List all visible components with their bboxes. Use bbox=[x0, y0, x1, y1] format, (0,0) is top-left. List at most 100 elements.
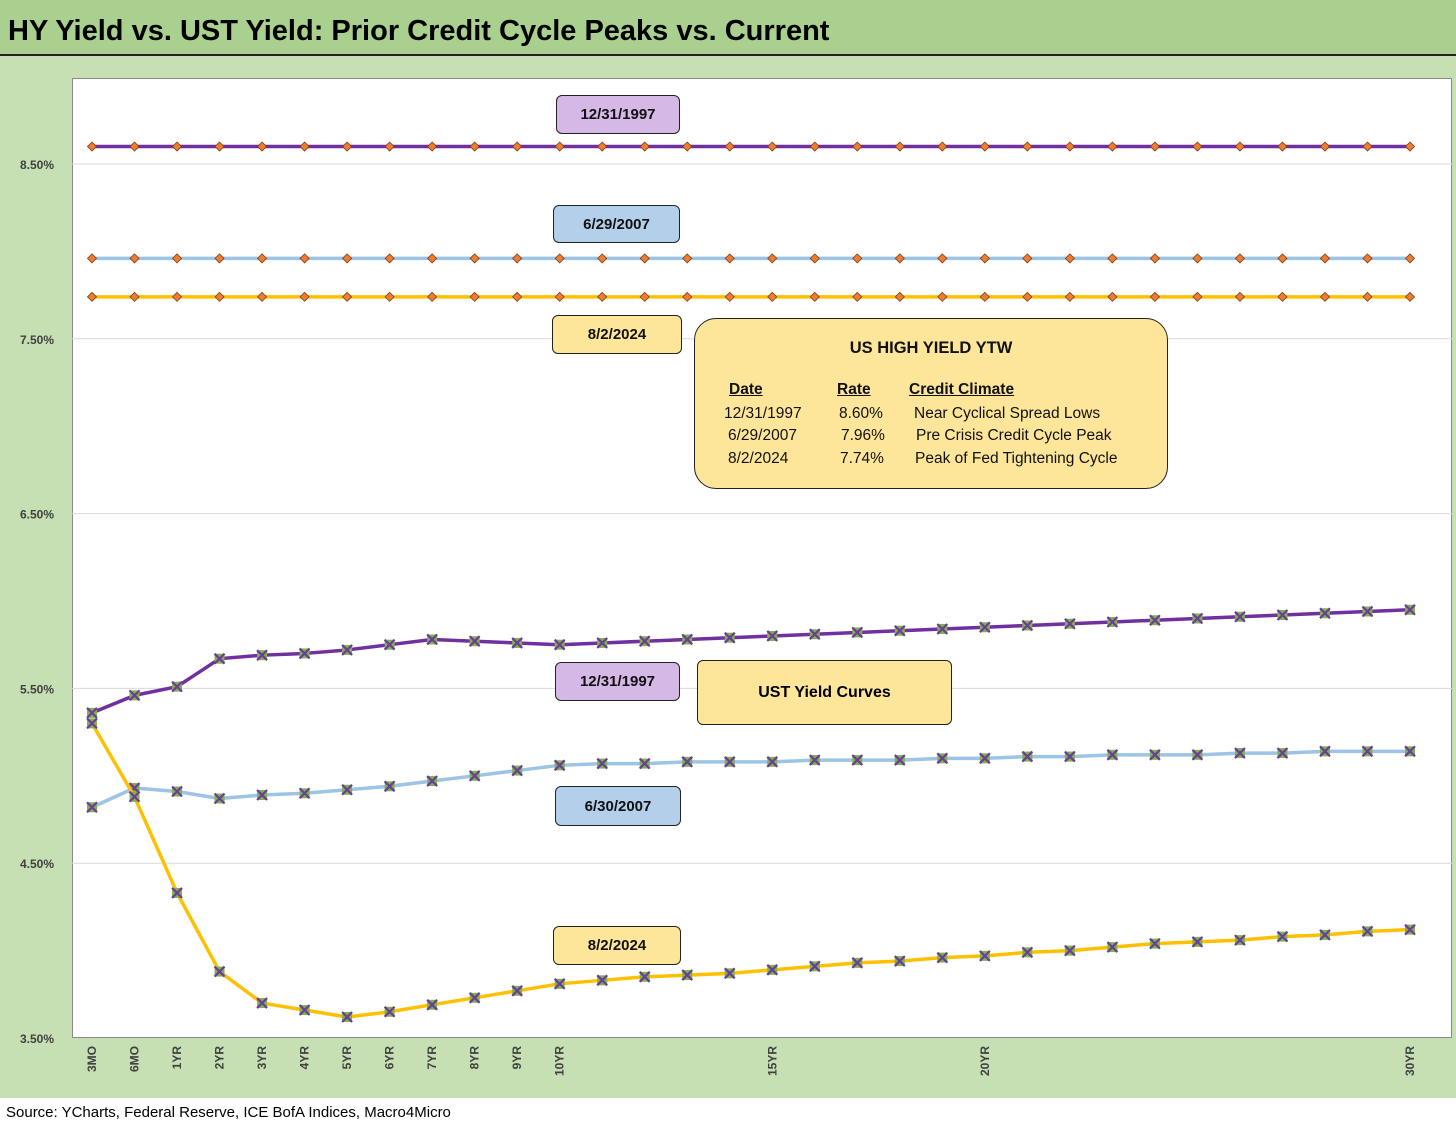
data-point-cross-ust_2007 bbox=[1234, 747, 1246, 759]
info-header-climate: Credit Climate bbox=[909, 381, 1015, 398]
data-point-hy_2007 bbox=[1362, 253, 1373, 264]
data-point-cross-ust_1997 bbox=[1404, 603, 1416, 616]
data-point-hy_1997 bbox=[1277, 141, 1288, 152]
x-tick-label: 30YR bbox=[1403, 1046, 1417, 1076]
data-point-cross-ust_1997 bbox=[426, 633, 438, 646]
data-point-hy_2007 bbox=[894, 253, 905, 264]
data-point-hy_2007 bbox=[384, 253, 395, 264]
hy-1997-label: 12/31/1997 bbox=[556, 95, 680, 134]
data-point-cross-ust_2024 bbox=[936, 951, 949, 964]
x-tick-label: 10YR bbox=[553, 1046, 567, 1076]
data-point-cross-ust_1997 bbox=[128, 689, 141, 702]
data-point-cross-ust_2024 bbox=[596, 974, 608, 987]
data-point-hy_2024 bbox=[129, 291, 140, 302]
data-point-hy_1997 bbox=[384, 141, 395, 152]
data-point-hy_2007 bbox=[1149, 253, 1160, 264]
x-tick-label: 7YR bbox=[425, 1046, 439, 1070]
data-point-hy_2007 bbox=[129, 253, 140, 264]
data-point-hy_1997 bbox=[214, 141, 225, 152]
data-point-hy_2024 bbox=[1404, 291, 1416, 302]
data-point-hy_1997 bbox=[767, 141, 778, 152]
chart-title: HY Yield vs. UST Yield: Prior Credit Cyc… bbox=[8, 15, 830, 47]
data-point-hy_2007 bbox=[979, 253, 990, 264]
data-point-cross-ust_2024 bbox=[86, 717, 98, 730]
data-point-cross-ust_2024 bbox=[894, 955, 906, 967]
data-point-hy_2007 bbox=[512, 253, 523, 264]
data-point-cross-ust_2024 bbox=[553, 978, 566, 990]
data-point-hy_2007 bbox=[427, 253, 438, 264]
data-point-cross-ust_1997 bbox=[298, 647, 311, 660]
data-point-cross-ust_1997 bbox=[979, 621, 991, 633]
data-point-cross-ust_1997 bbox=[213, 652, 226, 665]
x-tick-label: 2YR bbox=[213, 1046, 227, 1070]
data-point-hy_2007 bbox=[214, 253, 225, 264]
data-point-cross-ust_2024 bbox=[1106, 941, 1119, 953]
data-point-hy_2024 bbox=[809, 291, 820, 302]
x-tick-label: 15YR bbox=[765, 1046, 779, 1076]
y-tick-label: 4.50% bbox=[20, 857, 54, 871]
data-point-hy_1997 bbox=[1022, 141, 1033, 152]
x-tick-label: 1YR bbox=[170, 1046, 184, 1070]
data-point-hy_1997 bbox=[171, 141, 183, 152]
data-point-cross-ust_1997 bbox=[1319, 607, 1331, 620]
data-point-hy_2007 bbox=[597, 253, 608, 264]
data-point-hy_1997 bbox=[937, 141, 948, 152]
data-point-hy_2024 bbox=[894, 291, 905, 302]
data-point-hy_2007 bbox=[86, 253, 98, 264]
data-point-hy_1997 bbox=[979, 141, 990, 152]
data-point-hy_2007 bbox=[937, 253, 948, 264]
data-point-hy_1997 bbox=[256, 141, 268, 152]
data-point-hy_2007 bbox=[809, 253, 820, 264]
data-point-cross-ust_1997 bbox=[638, 635, 651, 647]
data-point-cross-ust_2024 bbox=[511, 985, 523, 997]
data-point-cross-ust_2007 bbox=[723, 756, 736, 768]
data-point-cross-ust_2024 bbox=[256, 997, 268, 1009]
data-point-cross-ust_1997 bbox=[341, 644, 353, 656]
data-point-cross-ust_1997 bbox=[808, 628, 821, 640]
info-row-climate: Near Cyclical Spread Lows bbox=[914, 405, 1101, 422]
data-point-cross-ust_1997 bbox=[468, 635, 481, 647]
data-point-cross-ust_2007 bbox=[468, 770, 481, 782]
data-point-hy_2024 bbox=[256, 291, 268, 302]
data-point-hy_2024 bbox=[554, 291, 565, 302]
data-point-cross-ust_1997 bbox=[1276, 609, 1289, 621]
data-point-cross-ust_2024 bbox=[128, 790, 141, 803]
data-point-hy_1997 bbox=[342, 141, 353, 152]
data-point-cross-ust_2007 bbox=[171, 785, 183, 798]
data-point-cross-ust_2024 bbox=[1404, 923, 1416, 936]
data-point-hy_1997 bbox=[724, 141, 735, 152]
info-header-date: Date bbox=[729, 381, 763, 398]
data-point-cross-ust_2024 bbox=[1319, 929, 1331, 941]
data-point-cross-ust_1997 bbox=[256, 649, 268, 661]
data-point-cross-ust_2007 bbox=[1404, 745, 1416, 758]
data-point-hy_2007 bbox=[171, 253, 183, 264]
data-point-cross-ust_1997 bbox=[1191, 612, 1204, 625]
data-point-hy_2024 bbox=[1319, 291, 1331, 302]
info-row-rate: 7.74% bbox=[840, 450, 884, 467]
info-row-date: 6/29/2007 bbox=[728, 427, 797, 444]
info-row-rate: 8.60% bbox=[839, 405, 883, 422]
data-point-hy_2007 bbox=[1064, 253, 1075, 264]
data-point-cross-ust_2024 bbox=[341, 1011, 353, 1023]
data-point-hy_2024 bbox=[1192, 291, 1203, 302]
data-point-hy_1997 bbox=[554, 141, 565, 152]
data-point-hy_2007 bbox=[1192, 253, 1203, 264]
series-line-ust_1997 bbox=[91, 607, 1411, 715]
data-point-hy_2024 bbox=[512, 291, 523, 302]
source-note: Source: YCharts, Federal Reserve, ICE Bo… bbox=[6, 1104, 451, 1121]
info-row-rate: 7.96% bbox=[841, 427, 885, 444]
data-point-cross-ust_2007 bbox=[936, 752, 949, 765]
data-point-cross-ust_2007 bbox=[256, 789, 268, 801]
data-point-cross-ust_2007 bbox=[808, 754, 821, 766]
x-tick-label: 3MO bbox=[85, 1046, 99, 1072]
data-point-cross-ust_2007 bbox=[979, 752, 991, 765]
series-line-ust_2007 bbox=[91, 749, 1410, 809]
x-tick-label: 8YR bbox=[468, 1046, 482, 1070]
data-point-cross-ust_1997 bbox=[383, 638, 396, 651]
data-point-hy_2024 bbox=[1277, 291, 1288, 302]
data-point-cross-ust_1997 bbox=[1234, 610, 1246, 623]
data-point-cross-ust_2024 bbox=[1361, 925, 1374, 938]
data-point-cross-ust_2007 bbox=[638, 757, 651, 770]
data-point-hy_2007 bbox=[639, 253, 650, 264]
ust-1997-label: 12/31/1997 bbox=[555, 662, 680, 701]
